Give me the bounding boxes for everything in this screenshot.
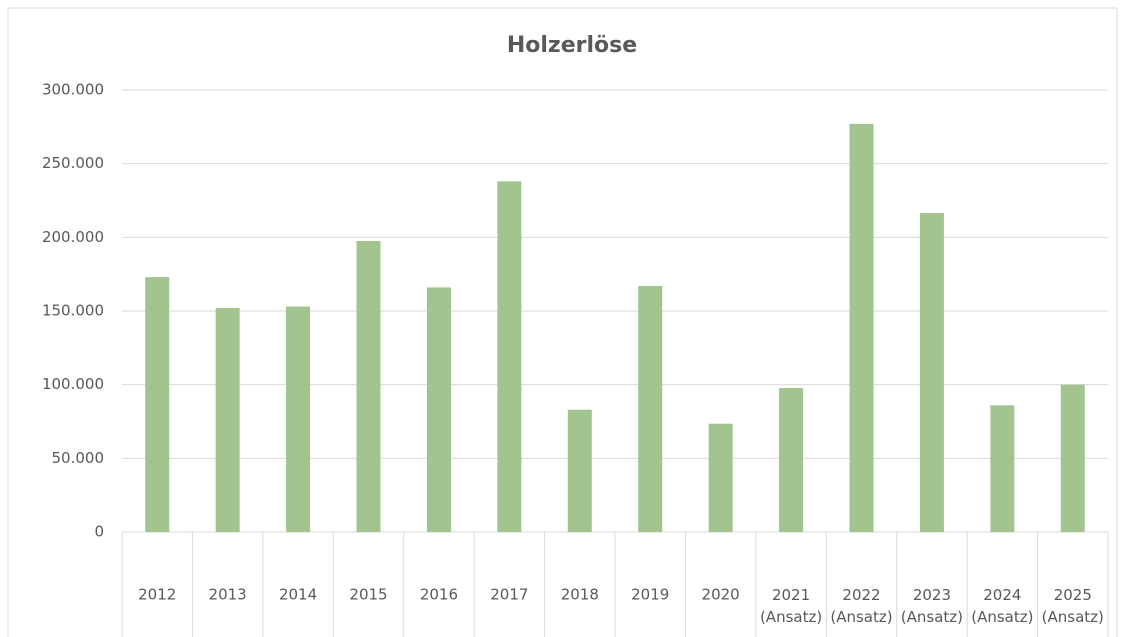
chart-frame bbox=[7, 7, 1118, 637]
bar bbox=[708, 423, 733, 532]
bar bbox=[990, 405, 1015, 532]
x-tick-label: 2012 bbox=[138, 586, 176, 604]
x-tick-label: 2024 (Ansatz) bbox=[971, 586, 1033, 626]
y-tick-label: 250.000 bbox=[42, 154, 104, 172]
x-tick-label: 2020 bbox=[702, 586, 740, 604]
y-tick-label: 200.000 bbox=[42, 228, 104, 246]
x-tick-label: 2018 bbox=[561, 586, 599, 604]
x-tick-label: 2023 (Ansatz) bbox=[901, 586, 963, 626]
y-tick-label: 300.000 bbox=[42, 81, 104, 99]
bar bbox=[1060, 384, 1085, 532]
x-tick-label: 2016 bbox=[420, 586, 458, 604]
bar bbox=[497, 181, 522, 532]
x-tick-label: 2017 bbox=[490, 586, 528, 604]
x-tick-label: 2019 bbox=[631, 586, 669, 604]
bar bbox=[286, 306, 311, 532]
bar bbox=[567, 409, 592, 532]
x-tick-label: 2014 bbox=[279, 586, 317, 604]
y-tick-label: 150.000 bbox=[42, 302, 104, 320]
x-tick-label: 2013 bbox=[209, 586, 247, 604]
bar bbox=[849, 123, 874, 533]
bar bbox=[919, 213, 944, 533]
y-tick-label: 100.000 bbox=[42, 375, 104, 393]
x-tick-label: 2021 (Ansatz) bbox=[760, 586, 822, 626]
x-tick-label: 2015 bbox=[349, 586, 387, 604]
x-tick-label: 2025 (Ansatz) bbox=[1042, 586, 1104, 626]
bar bbox=[426, 287, 451, 532]
bar bbox=[215, 308, 240, 532]
bar bbox=[779, 388, 804, 532]
chart-title: Holzerlöse bbox=[507, 33, 637, 58]
bar bbox=[356, 241, 381, 532]
y-tick-label: 50.000 bbox=[52, 449, 105, 467]
x-tick-label: 2022 (Ansatz) bbox=[830, 586, 892, 626]
y-tick-label: 0 bbox=[94, 523, 104, 541]
bar bbox=[638, 285, 663, 532]
bar bbox=[145, 277, 170, 532]
